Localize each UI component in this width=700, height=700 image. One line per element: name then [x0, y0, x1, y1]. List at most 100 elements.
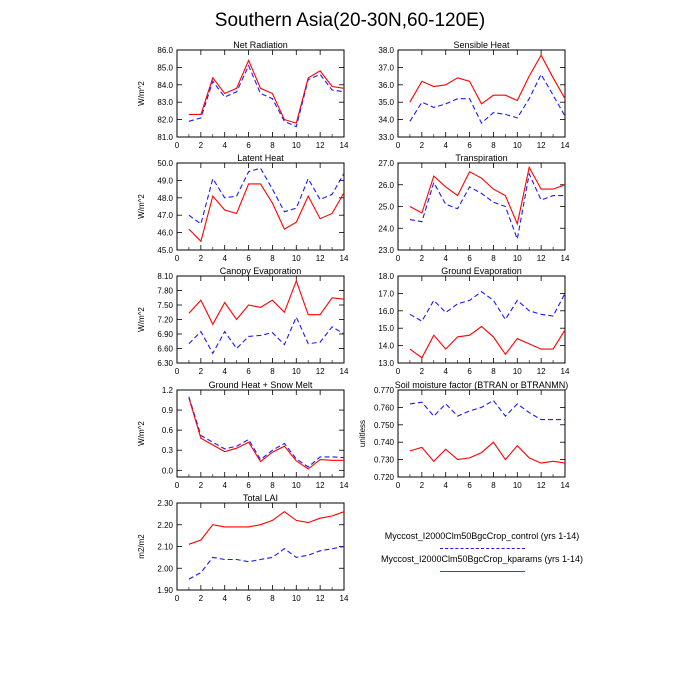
x-tick-label: 12: [316, 141, 325, 150]
panel-title: Sensible Heat: [453, 40, 510, 50]
x-tick-label: 12: [537, 254, 546, 263]
x-tick-label: 8: [491, 367, 496, 376]
series-line-kparams: [188, 397, 344, 470]
y-tick-label: 0.9: [162, 406, 174, 415]
y-tick-label: 2.30: [157, 499, 173, 508]
x-tick-label: 10: [292, 141, 301, 150]
y-tick-label: 48.0: [157, 194, 173, 203]
series-line-kparams: [188, 279, 345, 326]
x-tick-label: 2: [199, 367, 204, 376]
panel-title: Ground Heat + Snow Melt: [209, 380, 313, 390]
x-tick-label: 14: [561, 367, 570, 376]
x-tick-label: 14: [561, 481, 570, 490]
x-tick-label: 12: [537, 141, 546, 150]
y-tick-label: 50.0: [157, 159, 173, 168]
x-tick-label: 4: [443, 141, 448, 150]
x-tick-label: 2: [199, 594, 204, 603]
x-tick-label: 12: [537, 367, 546, 376]
y-tick-label: 6.60: [157, 345, 173, 354]
x-tick-label: 14: [340, 594, 349, 603]
x-tick-label: 14: [340, 254, 349, 263]
series-line-kparams: [188, 511, 345, 545]
y-tick-label: 2.10: [157, 543, 173, 552]
y-tick-label: 27.0: [378, 159, 394, 168]
x-tick-label: 12: [316, 481, 325, 490]
y-tick-label: 14.0: [378, 342, 394, 351]
panel-4: Transpiration 0 2 4 6 8 10 12 14 23.0 24.0 25.0 26.0…: [378, 153, 570, 263]
panel-2: Sensible Heat 0 2 4 6 8 10 12 14 33.0 34.0 35.0 36.0…: [378, 40, 570, 150]
y-tick-label: 36.0: [378, 81, 394, 90]
y-tick-label: 47.0: [157, 211, 173, 220]
x-tick-label: 10: [513, 481, 522, 490]
y-tick-label: 1.2: [162, 386, 174, 395]
series-line-kparams: [188, 59, 345, 124]
series-line-control: [409, 291, 566, 322]
x-tick-label: 0: [175, 481, 180, 490]
x-tick-label: 12: [316, 367, 325, 376]
x-tick-label: 0: [175, 367, 180, 376]
y-tick-label: 35.0: [378, 98, 394, 107]
y-tick-label: 85.0: [157, 63, 173, 72]
x-tick-label: 14: [561, 254, 570, 263]
y-tick-label: 2.20: [157, 521, 173, 530]
y-tick-label: 0.3: [162, 446, 174, 455]
y-tick-label: 0.0: [162, 466, 174, 475]
y-axis-label: unitless: [358, 420, 367, 447]
x-tick-label: 10: [513, 141, 522, 150]
panel-title: Total LAI: [243, 493, 278, 503]
x-tick-label: 8: [491, 141, 496, 150]
y-axis-label: W/m^2: [137, 81, 146, 106]
figure-title: Southern Asia(20-30N,60-120E): [214, 10, 486, 31]
y-tick-label: 46.0: [157, 229, 173, 238]
x-tick-label: 6: [246, 141, 251, 150]
plot-frame: [397, 389, 566, 478]
x-tick-label: 4: [443, 481, 448, 490]
x-tick-label: 14: [340, 367, 349, 376]
x-tick-label: 4: [222, 141, 227, 150]
x-tick-label: 4: [443, 254, 448, 263]
y-tick-label: 7.50: [157, 301, 173, 310]
x-tick-label: 10: [513, 254, 522, 263]
x-tick-label: 6: [467, 254, 472, 263]
panel-8: Soil moisture factor (BTRAN or BTRANMN) u…: [358, 380, 570, 490]
x-tick-label: 0: [175, 254, 180, 263]
y-tick-label: 13.0: [378, 359, 394, 368]
x-tick-label: 6: [246, 254, 251, 263]
y-tick-label: 0.720: [374, 473, 395, 482]
y-axis-label: W/m^2: [137, 307, 146, 332]
y-tick-label: 7.80: [157, 287, 173, 296]
plot-frame: [176, 502, 345, 591]
y-axis-label: W/m^2: [137, 421, 146, 446]
x-tick-label: 0: [175, 141, 180, 150]
x-tick-label: 4: [222, 367, 227, 376]
series-line-control: [188, 545, 345, 580]
series-line-kparams: [188, 183, 345, 243]
y-tick-label: 23.0: [378, 246, 394, 255]
x-tick-label: 4: [222, 481, 227, 490]
x-tick-label: 4: [222, 254, 227, 263]
y-tick-label: 37.0: [378, 63, 394, 72]
x-tick-label: 10: [292, 254, 301, 263]
x-tick-label: 6: [246, 594, 251, 603]
x-tick-label: 2: [420, 481, 425, 490]
series-line-control: [409, 73, 566, 124]
panel-title: Transpiration: [455, 153, 507, 163]
x-tick-label: 6: [467, 481, 472, 490]
x-tick-label: 0: [396, 141, 401, 150]
y-tick-label: 34.0: [378, 116, 394, 125]
x-tick-label: 6: [467, 367, 472, 376]
panel-7: Ground Heat + Snow Melt W/m^2 0 2 4 6 8 10 12 14 0…: [137, 380, 349, 490]
y-tick-label: 17.0: [378, 289, 394, 298]
y-tick-label: 0.760: [374, 403, 395, 412]
x-tick-label: 10: [292, 481, 301, 490]
x-tick-label: 6: [246, 367, 251, 376]
y-tick-label: 0.740: [374, 438, 395, 447]
y-tick-label: 0.750: [374, 421, 395, 430]
y-tick-label: 18.0: [378, 272, 394, 281]
panel-title: Canopy Evaporation: [220, 266, 302, 276]
panel-9: Total LAI m2/m2 0 2 4 6 8 10 12 14 1.90 2.00 2.10 2.2…: [137, 493, 349, 603]
y-tick-label: 16.0: [378, 307, 394, 316]
x-tick-label: 2: [420, 367, 425, 376]
y-tick-label: 0.6: [162, 426, 174, 435]
y-tick-label: 38.0: [378, 46, 394, 55]
